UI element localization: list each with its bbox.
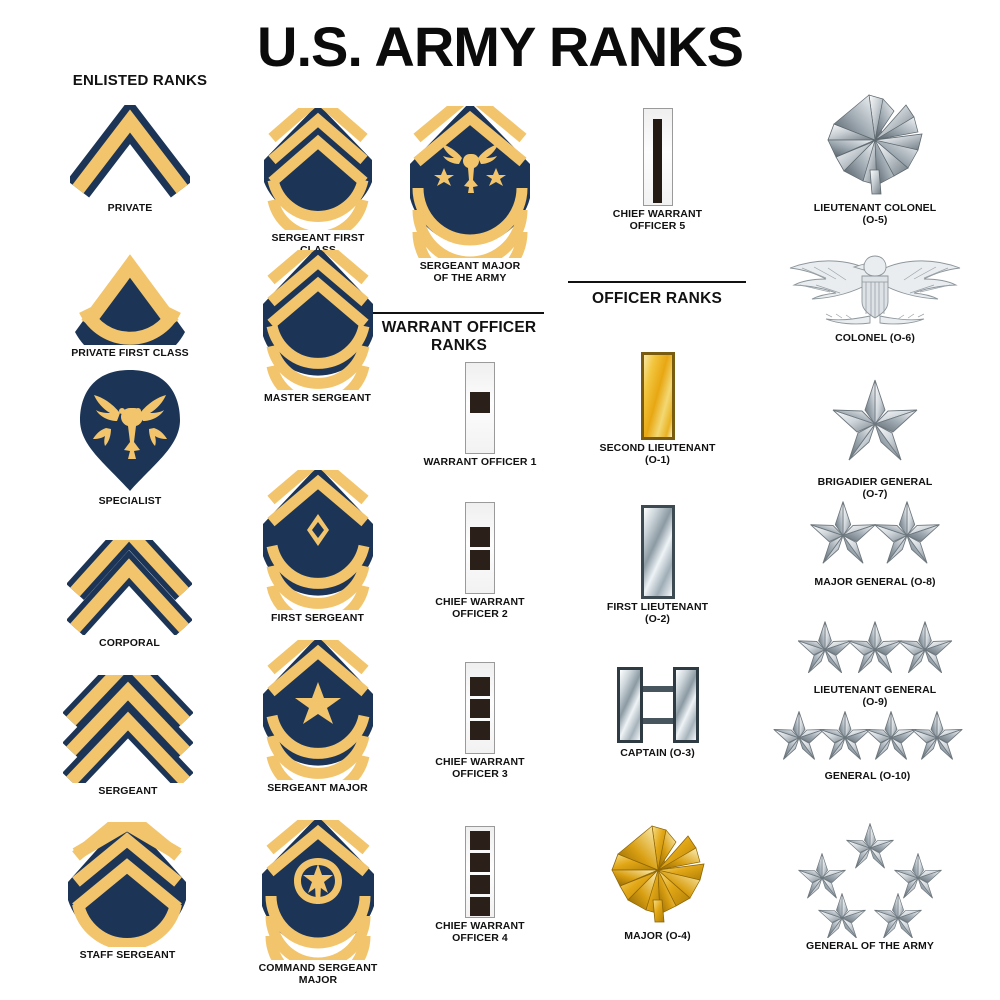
one-star-icon — [775, 378, 975, 474]
rank-label: PRIVATE FIRST CLASS — [71, 347, 189, 359]
rank-general[interactable]: GENERAL (O-10) — [745, 710, 990, 782]
rank-chief-warrant-officer-3[interactable]: CHIEF WARRANT OFFICER 3 — [400, 662, 560, 781]
rank-grade: (O-2) — [645, 613, 670, 626]
rank-label: SPECIALIST — [98, 495, 162, 507]
four-stars-icon — [745, 710, 990, 768]
chevron-3-up-2-rocker-icon — [243, 108, 393, 230]
rank-label: PRIVATE — [107, 202, 153, 214]
rank-first-sergeant[interactable]: FIRST SERGEANT — [240, 470, 395, 624]
rank-major-general[interactable]: MAJOR GENERAL (O-8) — [765, 500, 985, 588]
rank-label: CHIEF WARRANT OFFICER 3 — [435, 756, 525, 781]
rank-major[interactable]: MAJOR (O-4) — [570, 820, 745, 942]
rank-grade: (O-7) — [862, 488, 888, 501]
rank-label: COLONEL (O-6) — [835, 332, 915, 344]
chevron-3-up-3-rocker-star-icon — [240, 640, 395, 780]
warrant-bar-2-squares-icon — [400, 502, 560, 594]
chevron-3-up-3-rocker-star-wreath-icon — [238, 820, 398, 960]
warrant-section-divider — [372, 312, 544, 314]
rank-label: LIEUTENANT COLONEL — [813, 202, 937, 214]
silver-double-bar-icon — [570, 665, 745, 745]
warrant-bar-3-squares-icon — [400, 662, 560, 754]
rank-staff-sergeant[interactable]: STAFF SERGEANT — [45, 822, 210, 961]
rank-label: FIRST SERGEANT — [271, 612, 364, 624]
rank-label: CHIEF WARRANT OFFICER 4 — [435, 920, 525, 945]
rank-chief-warrant-officer-5[interactable]: CHIEF WARRANT OFFICER 5 — [570, 108, 745, 233]
specialist-eagle-shield-icon — [60, 368, 200, 493]
rank-label: GENERAL OF THE ARMY — [806, 940, 934, 952]
chevron-3-up-3-rocker-icon — [240, 250, 395, 390]
section-heading-enlisted: ENLISTED RANKS — [72, 72, 208, 89]
rank-sergeant-first-class[interactable]: SERGEANT FIRST CLASS — [243, 108, 393, 257]
captain-bar-right — [672, 667, 699, 743]
rank-label: COMMAND SERGEANT MAJOR — [258, 962, 378, 987]
silver-eagle-icon — [770, 248, 980, 330]
rank-label: MAJOR (O-4) — [624, 930, 691, 942]
rank-label: SECOND LIEUTENANT — [599, 442, 716, 454]
rank-colonel[interactable]: COLONEL (O-6) — [770, 248, 980, 344]
rank-label: CHIEF WARRANT OFFICER 2 — [435, 596, 525, 621]
warrant-bar-1-square-icon — [400, 362, 560, 454]
rank-label: GENERAL (O-10) — [824, 770, 911, 782]
rank-sergeant-major[interactable]: SERGEANT MAJOR — [240, 640, 395, 794]
rank-label: CAPTAIN (O-3) — [620, 747, 695, 759]
rank-lieutenant-colonel[interactable]: LIEUTENANT COLONEL (O-5) — [775, 90, 975, 227]
five-star-circle-icon — [755, 818, 985, 938]
rank-sergeant[interactable]: SERGEANT — [48, 675, 208, 797]
rank-chief-warrant-officer-4[interactable]: CHIEF WARRANT OFFICER 4 — [400, 826, 560, 945]
warrant-bar-4-squares-icon — [400, 826, 560, 918]
three-stars-icon — [760, 620, 990, 682]
rank-label: SERGEANT MAJOR OF THE ARMY — [419, 260, 521, 285]
rank-grade: (O-5) — [862, 214, 888, 227]
rank-label: MAJOR GENERAL (O-8) — [814, 576, 936, 588]
rank-label: STAFF SERGEANT — [79, 949, 176, 961]
chevron-3-up-icon — [48, 675, 208, 783]
rank-master-sergeant[interactable]: MASTER SERGEANT — [240, 250, 395, 404]
rank-label: SERGEANT — [98, 785, 158, 797]
rank-label: LIEUTENANT GENERAL — [813, 684, 937, 696]
rank-command-sergeant-major[interactable]: COMMAND SERGEANT MAJOR — [238, 820, 398, 987]
rank-chief-warrant-officer-2[interactable]: CHIEF WARRANT OFFICER 2 — [400, 502, 560, 621]
rank-label: SERGEANT MAJOR — [267, 782, 368, 794]
rank-label: MASTER SERGEANT — [263, 392, 372, 404]
rank-second-lieutenant[interactable]: SECOND LIEUTENANT (O-1) — [570, 352, 745, 467]
section-heading-officer: OFFICER RANKS — [591, 290, 723, 307]
chevron-1-up-1-rocker-icon — [45, 240, 215, 345]
gold-oak-leaf-icon — [570, 820, 745, 928]
rank-sergeant-major-of-the-army[interactable]: SERGEANT MAJOR OF THE ARMY — [390, 106, 550, 285]
silver-bar-icon — [570, 505, 745, 599]
rank-first-lieutenant[interactable]: FIRST LIEUTENANT (O-2) — [570, 505, 745, 626]
rank-captain[interactable]: CAPTAIN (O-3) — [570, 665, 745, 759]
chevron-3-up-3-rocker-eagle-2-stars-icon — [390, 106, 550, 258]
rank-label: FIRST LIEUTENANT — [606, 601, 709, 613]
chevron-2-up-icon — [52, 540, 207, 635]
chevron-1-up-icon — [55, 105, 205, 200]
gold-bar-icon — [570, 352, 745, 440]
chevron-3-up-3-rocker-diamond-icon — [240, 470, 395, 610]
rank-private-first-class[interactable]: PRIVATE FIRST CLASS — [45, 240, 215, 359]
silver-oak-leaf-icon — [775, 90, 975, 200]
chevron-3-up-1-rocker-icon — [45, 822, 210, 947]
warrant-bar-stripe-icon — [570, 108, 745, 206]
page-title: U.S. ARMY RANKS — [257, 15, 744, 78]
rank-label: CHIEF WARRANT OFFICER 5 — [612, 208, 703, 233]
rank-lieutenant-general[interactable]: LIEUTENANT GENERAL (O-9) — [760, 620, 990, 709]
rank-grade: (O-9) — [862, 696, 888, 709]
rank-general-of-the-army[interactable]: GENERAL OF THE ARMY — [755, 818, 985, 952]
rank-warrant-officer-1[interactable]: WARRANT OFFICER 1 — [400, 362, 560, 468]
rank-grade: (O-1) — [645, 454, 670, 467]
two-stars-icon — [765, 500, 985, 574]
captain-bar-left — [616, 667, 643, 743]
rank-label: BRIGADIER GENERAL — [817, 476, 933, 488]
officer-section-divider — [568, 281, 746, 283]
rank-specialist[interactable]: SPECIALIST — [60, 368, 200, 507]
rank-label: CORPORAL — [99, 637, 160, 649]
captain-connector — [642, 684, 673, 726]
rank-corporal[interactable]: CORPORAL — [52, 540, 207, 649]
rank-label: WARRANT OFFICER 1 — [423, 456, 537, 468]
rank-private[interactable]: PRIVATE — [55, 105, 205, 214]
rank-brigadier-general[interactable]: BRIGADIER GENERAL (O-7) — [775, 378, 975, 501]
section-heading-warrant: WARRANT OFFICER RANKS — [381, 319, 537, 354]
